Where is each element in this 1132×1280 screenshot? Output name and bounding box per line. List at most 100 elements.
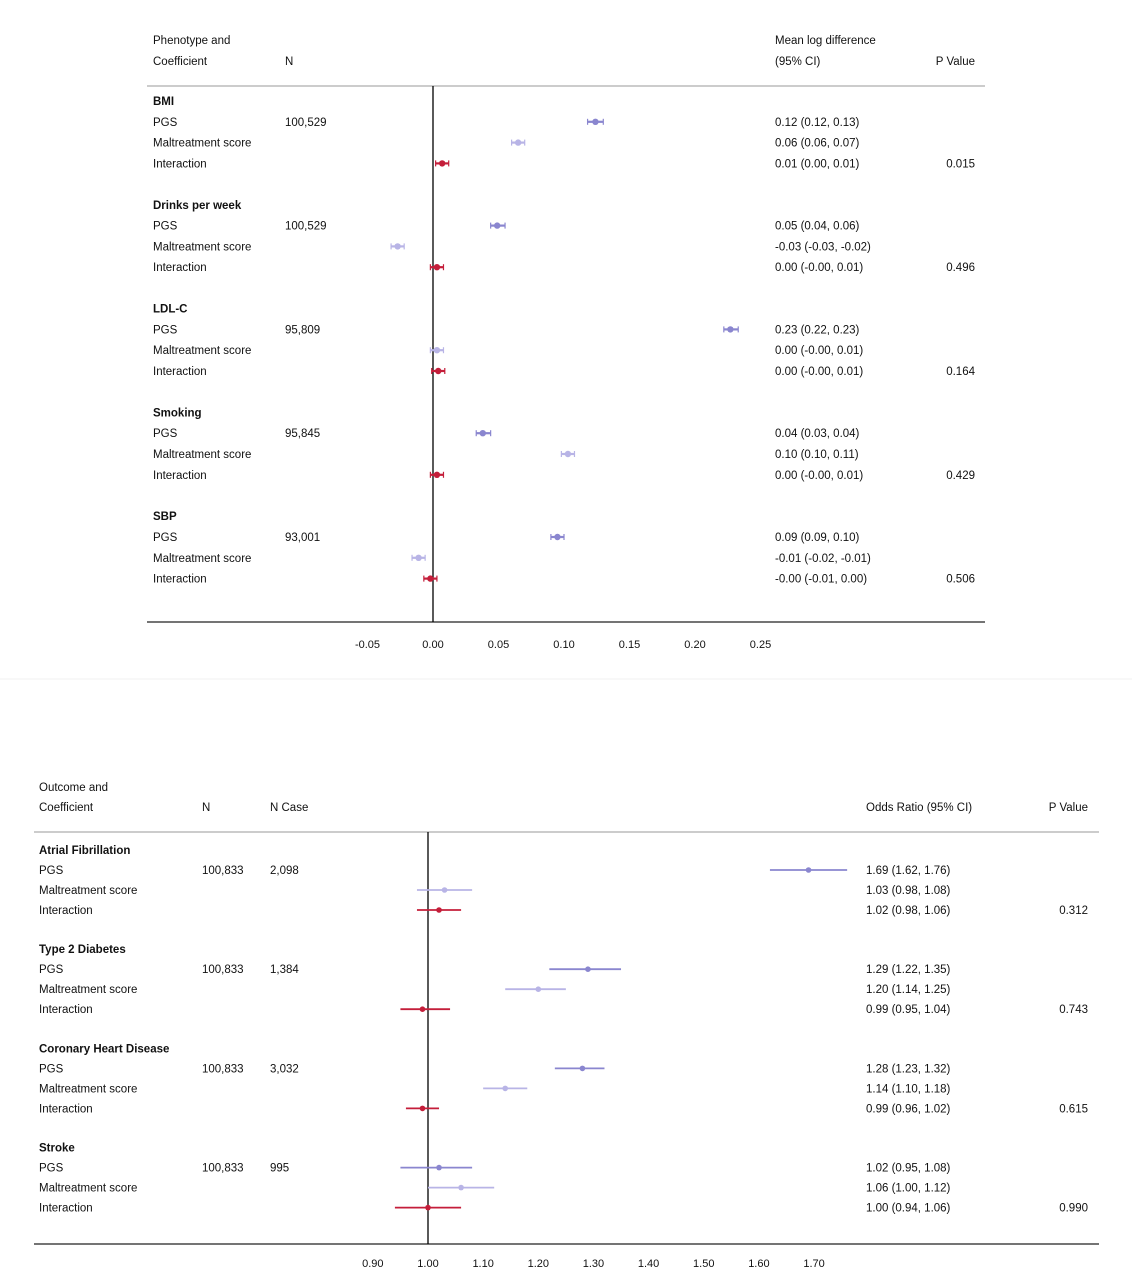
point-estimate <box>479 430 486 437</box>
row-label: Maltreatment score <box>153 449 251 461</box>
group-heading: Type 2 Diabetes <box>39 944 126 956</box>
row-ncase: 3,032 <box>270 1063 299 1075</box>
point-estimate <box>441 887 448 893</box>
x-tick-label: -0.05 <box>355 639 380 651</box>
row-ncase: 995 <box>270 1163 289 1175</box>
forest-panel-2: Outcome and Coefficient N N Case Odds Ratio … <box>34 782 1099 1270</box>
row-label: PGS <box>39 1063 64 1075</box>
row-estimate-text: 0.00 (-0.00, 0.01) <box>775 345 863 357</box>
row-estimate-text: 0.06 (0.06, 0.07) <box>775 138 860 150</box>
row-label: Interaction <box>39 1004 93 1016</box>
x-tick-label: 1.50 <box>693 1258 714 1270</box>
point-estimate <box>554 533 561 541</box>
point-estimate <box>579 1065 586 1072</box>
row-label: Maltreatment score <box>153 241 251 253</box>
x-tick-label: 1.70 <box>803 1258 824 1270</box>
row-label: Maltreatment score <box>39 1083 137 1095</box>
group-heading: Stroke <box>39 1143 75 1155</box>
row-label: PGS <box>153 221 178 233</box>
x-tick-label: 1.10 <box>472 1258 493 1270</box>
header-p-value: P Value <box>1049 802 1088 814</box>
x-tick-label: 1.60 <box>748 1258 769 1270</box>
row-estimate-text: 0.00 (-0.00, 0.01) <box>775 262 863 274</box>
row-n: 100,833 <box>202 865 244 877</box>
point-estimate <box>433 264 441 271</box>
x-tick-label: 0.15 <box>619 639 640 651</box>
row-estimate-text: 0.12 (0.12, 0.13) <box>775 117 860 129</box>
row-estimate-text: 0.99 (0.95, 1.04) <box>866 1004 951 1016</box>
row-estimate-text: 1.29 (1.22, 1.35) <box>866 964 951 976</box>
header-p-value: P Value <box>936 56 975 68</box>
header-label-line2: Coefficient <box>153 56 208 68</box>
group-heading: BMI <box>153 96 174 108</box>
group-heading: Smoking <box>153 407 202 419</box>
header-n: N <box>285 56 293 68</box>
row-estimate-text: 0.00 (-0.00, 0.01) <box>775 470 863 482</box>
x-tick-label: 0.05 <box>488 639 509 651</box>
point-estimate <box>436 1164 442 1171</box>
row-label: Maltreatment score <box>39 984 137 996</box>
point-estimate <box>502 1085 509 1092</box>
row-p-value: 0.506 <box>946 574 975 586</box>
point-estimate <box>514 139 522 146</box>
row-estimate-text: 1.03 (0.98, 1.08) <box>866 885 951 897</box>
header-label-line2: Coefficient <box>39 802 94 814</box>
x-tick-label: 1.20 <box>528 1258 549 1270</box>
row-estimate-text: 1.06 (1.00, 1.12) <box>866 1183 951 1195</box>
point-estimate <box>427 575 434 582</box>
row-label: PGS <box>153 532 178 544</box>
row-label: PGS <box>39 1163 64 1175</box>
row-n: 95,845 <box>285 428 320 440</box>
point-estimate <box>493 222 501 229</box>
row-p-value: 0.429 <box>946 470 975 482</box>
point-estimate <box>435 367 442 375</box>
point-estimate <box>458 1184 464 1191</box>
row-label: Interaction <box>153 366 207 378</box>
point-estimate <box>592 118 599 126</box>
point-estimate <box>438 160 446 167</box>
point-estimate <box>433 471 441 478</box>
row-estimate-text: 1.14 (1.10, 1.18) <box>866 1083 951 1095</box>
x-tick-label: 0.00 <box>422 639 443 651</box>
row-label: Interaction <box>153 262 207 274</box>
point-estimate <box>394 243 401 250</box>
x-tick-label: 1.40 <box>638 1258 659 1270</box>
row-estimate-text: 1.02 (0.95, 1.08) <box>866 1163 951 1175</box>
row-estimate-text: 1.28 (1.23, 1.32) <box>866 1063 951 1075</box>
x-tick-label: 1.30 <box>583 1258 604 1270</box>
point-estimate <box>805 867 812 873</box>
row-n: 93,001 <box>285 532 320 544</box>
row-p-value: 0.496 <box>946 262 975 274</box>
group-heading: Coronary Heart Disease <box>39 1043 169 1055</box>
group-heading: Drinks per week <box>153 200 242 212</box>
forest-panel-1: Phenotype and Coefficient N Mean log differ… <box>147 35 985 651</box>
row-estimate-text: -0.03 (-0.03, -0.02) <box>775 241 871 253</box>
row-label: Interaction <box>39 1103 93 1115</box>
row-estimate-text: 0.05 (0.04, 0.06) <box>775 221 860 233</box>
row-n: 100,529 <box>285 221 327 233</box>
header-estimate-line2: Odds Ratio (95% CI) <box>866 802 972 814</box>
row-label: Maltreatment score <box>153 345 251 357</box>
row-label: Maltreatment score <box>39 885 137 897</box>
row-estimate-text: 0.01 (0.00, 0.01) <box>775 158 860 170</box>
header-label-line1: Phenotype and <box>153 35 230 47</box>
row-estimate-text: 0.00 (-0.00, 0.01) <box>775 366 863 378</box>
row-label: Interaction <box>39 1203 93 1215</box>
x-tick-label: 0.90 <box>362 1258 383 1270</box>
row-p-value: 0.015 <box>946 158 975 170</box>
x-tick-label: 0.20 <box>684 639 705 651</box>
row-ncase: 2,098 <box>270 865 299 877</box>
row-p-value: 0.164 <box>946 366 975 378</box>
point-estimate <box>425 1204 431 1211</box>
point-estimate <box>585 966 591 972</box>
point-estimate <box>564 450 572 458</box>
row-p-value: 0.312 <box>1059 905 1088 917</box>
row-estimate-text: 0.10 (0.10, 0.11) <box>775 449 859 461</box>
row-label: Interaction <box>153 158 207 170</box>
row-label: Maltreatment score <box>153 553 251 565</box>
header-label-line1: Outcome and <box>39 782 108 794</box>
row-label: PGS <box>153 117 178 129</box>
point-estimate <box>415 554 422 561</box>
point-estimate <box>433 347 441 354</box>
